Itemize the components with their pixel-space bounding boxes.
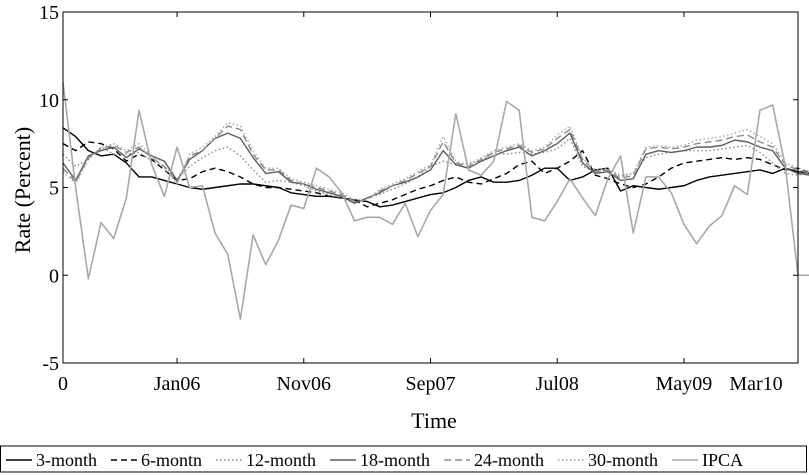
x-tick-label: Mar10	[729, 373, 782, 395]
legend-label-18-month: 18-month	[360, 450, 430, 470]
series-layer	[62, 82, 809, 320]
x-tick-label: Sep07	[406, 373, 456, 395]
x-tick-label: Nov06	[277, 373, 331, 395]
legend-label-12-month: 12-month	[246, 450, 316, 470]
series-line-24-month	[62, 125, 809, 203]
x-tick-label: Jan06	[154, 373, 201, 395]
y-tick-label: 0	[49, 265, 59, 287]
legend-label-3-month: 3-month	[36, 450, 97, 470]
legend-label-ipca: IPCA	[702, 450, 743, 470]
y-tick-label: 15	[39, 2, 59, 24]
legend-label-6-montn: 6-montn	[141, 450, 202, 470]
y-axis-label: Rate (Percent)	[10, 127, 35, 253]
plot-frame	[62, 11, 799, 364]
legend-label-24-month: 24-month	[474, 450, 544, 470]
series-line-3-month	[62, 127, 809, 208]
x-tick-label: Jul08	[536, 373, 579, 395]
legend: 3-month 6-montn 12-month 18-month 24-month 30…	[0, 445, 807, 473]
y-tick-label: -5	[42, 353, 59, 375]
y-tick-label: 10	[39, 90, 59, 112]
y-tick-label: 5	[49, 178, 59, 200]
x-tick-label: May09	[656, 373, 713, 395]
legend-box	[0, 445, 807, 473]
series-line-ipca	[62, 82, 809, 320]
x-tick-label: 0	[58, 373, 68, 395]
legend-label-30-month: 30-month	[588, 450, 658, 470]
x-axis-label: Time	[411, 408, 457, 433]
series-line-18-month	[62, 132, 809, 205]
